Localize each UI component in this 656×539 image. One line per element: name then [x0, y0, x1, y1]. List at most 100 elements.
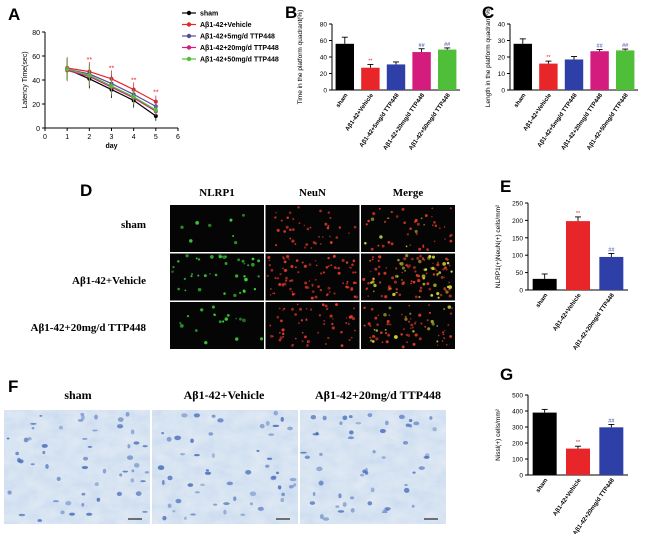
neun-cell	[438, 227, 441, 230]
neun-cell	[449, 312, 453, 315]
y-tick-label: 20	[320, 71, 328, 78]
neun-cell	[410, 323, 414, 327]
neun-cell	[289, 279, 292, 283]
nissl-cell	[144, 471, 150, 474]
nlrp1-cell	[420, 217, 423, 220]
nissl-cell	[402, 440, 409, 445]
micrograph-tile	[361, 205, 455, 252]
nissl-cell	[432, 427, 437, 432]
nlrp1-cell	[224, 255, 228, 258]
neun-cell	[294, 313, 298, 316]
y-tick-label: 200	[512, 441, 523, 448]
nlrp1-cell	[172, 265, 175, 269]
neun-cell	[273, 292, 276, 295]
nlrp1-cell	[430, 294, 434, 297]
neun-cell	[441, 340, 444, 342]
nissl-cell	[142, 510, 148, 513]
neun-cell	[448, 294, 452, 298]
nlrp1-cell	[229, 218, 233, 222]
nissl-cell	[277, 485, 282, 490]
neun-cell	[426, 319, 429, 322]
neun-cell	[365, 223, 368, 226]
neun-cell	[321, 236, 324, 238]
neun-cell	[314, 295, 318, 299]
nlrp1-cell	[388, 287, 391, 290]
nlrp1-cell	[171, 270, 174, 273]
nissl-cell	[157, 465, 165, 471]
neun-cell	[318, 314, 322, 317]
nlrp1-cell	[373, 283, 377, 288]
y-axis-label: NLRP1(+)NeuN(+) cells/mm²	[495, 204, 502, 288]
nlrp1-cell	[431, 322, 435, 326]
panel-label-b: B	[285, 3, 297, 22]
y-tick-label: 250	[512, 201, 523, 208]
legend-label: Aβ1-42+50mg/d TTP448	[200, 57, 279, 64]
neun-cell	[310, 308, 313, 311]
neun-cell	[345, 261, 349, 264]
nlrp1-cell	[184, 289, 187, 292]
neun-cell	[426, 282, 430, 286]
nlrp1-cell	[203, 274, 207, 278]
nissl-cell	[350, 508, 355, 513]
significance-label: **	[368, 58, 373, 64]
nissl-cell	[266, 457, 273, 460]
nissl-cell	[133, 441, 140, 445]
neun-cell	[329, 291, 331, 293]
neun-cell	[345, 285, 348, 289]
nissl-cell	[272, 424, 280, 428]
neun-cell	[347, 322, 350, 326]
x-tick-label: 3	[110, 134, 114, 141]
neun-cell	[310, 247, 313, 249]
neun-cell	[423, 259, 426, 261]
y-tick-label: 10	[498, 71, 506, 78]
nissl-cell	[30, 463, 35, 466]
nissl-cell	[213, 503, 218, 506]
micrograph-tile	[361, 302, 455, 349]
nlrp1-cell	[235, 337, 239, 341]
neun-cell	[327, 225, 330, 228]
neun-cell	[412, 265, 416, 270]
nlrp1-cell	[412, 330, 415, 333]
neun-cell	[305, 243, 309, 246]
neun-cell	[409, 244, 412, 247]
nlrp1-cell	[197, 274, 200, 277]
y-tick-label: 40	[32, 78, 40, 85]
nissl-cell	[167, 475, 173, 481]
y-tick-label: 40	[498, 22, 506, 29]
nissl-cell	[60, 510, 65, 515]
neun-cell	[442, 333, 445, 336]
legend-marker	[186, 33, 192, 39]
neun-cell	[385, 267, 388, 269]
neun-cell	[451, 307, 453, 309]
x-tick-label: sham	[514, 93, 528, 109]
nlrp1-cell	[177, 260, 180, 263]
neun-cell	[372, 256, 374, 258]
nlrp1-cell	[437, 296, 440, 299]
nissl-cell	[364, 471, 369, 475]
neun-cell	[449, 207, 452, 210]
neun-cell	[363, 324, 366, 327]
neun-cell	[381, 341, 384, 343]
bar	[590, 51, 609, 90]
legend-marker	[186, 22, 192, 27]
neun-cell	[348, 338, 351, 342]
nissl-cell	[319, 452, 323, 456]
nlrp1-cell	[186, 315, 190, 318]
nlrp1-cell	[423, 268, 427, 272]
neun-cell	[378, 272, 381, 275]
nlrp1-cell	[372, 277, 375, 280]
nlrp1-cell	[185, 254, 189, 258]
neun-cell	[374, 267, 378, 271]
nissl-cell	[217, 418, 224, 423]
neun-cell	[387, 285, 391, 289]
neun-cell	[378, 255, 382, 259]
neun-cell	[410, 280, 413, 283]
neun-cell	[376, 323, 379, 326]
neun-cell	[308, 280, 311, 282]
neun-cell	[416, 222, 420, 226]
neun-cell	[310, 296, 314, 300]
neun-cell	[415, 273, 419, 277]
nissl-cell	[310, 414, 317, 420]
neun-cell	[326, 307, 329, 310]
